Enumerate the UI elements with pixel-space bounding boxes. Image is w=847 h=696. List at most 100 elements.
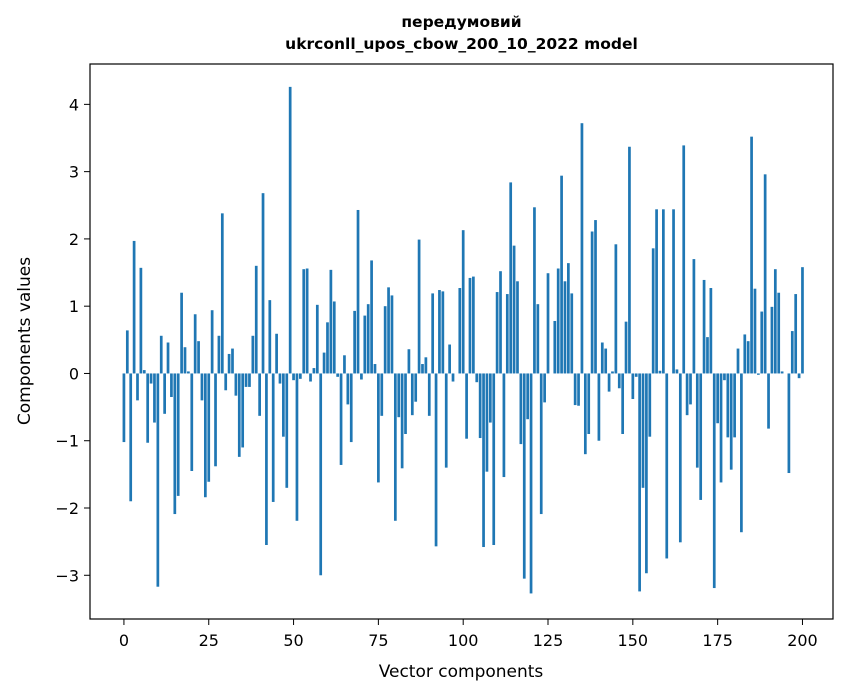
bar bbox=[129, 373, 133, 502]
bar bbox=[251, 335, 255, 374]
bar bbox=[312, 368, 316, 374]
bar bbox=[536, 304, 540, 374]
bar bbox=[773, 269, 777, 374]
bar bbox=[292, 373, 295, 381]
bar bbox=[125, 330, 129, 374]
bar bbox=[353, 310, 356, 374]
bar bbox=[438, 290, 441, 374]
bar bbox=[444, 373, 448, 468]
bar bbox=[421, 364, 424, 374]
bar bbox=[702, 279, 706, 374]
bar bbox=[560, 175, 563, 374]
bar bbox=[628, 146, 631, 374]
y-tick-label: 2 bbox=[69, 230, 79, 249]
bar bbox=[675, 369, 679, 374]
bar bbox=[176, 373, 180, 496]
bar bbox=[512, 245, 516, 374]
bar bbox=[434, 373, 438, 547]
bar bbox=[360, 373, 363, 380]
bar bbox=[322, 352, 326, 374]
bar bbox=[356, 209, 360, 374]
bar bbox=[234, 373, 238, 396]
bar bbox=[634, 373, 638, 377]
bar bbox=[136, 373, 139, 401]
chart-title-line-1: передумовий bbox=[401, 13, 522, 31]
bar bbox=[295, 373, 299, 521]
bar bbox=[665, 373, 669, 559]
bar bbox=[600, 342, 604, 374]
bar bbox=[153, 373, 156, 423]
bar bbox=[363, 315, 367, 374]
bar bbox=[692, 259, 696, 374]
bar bbox=[729, 373, 733, 470]
bar bbox=[614, 244, 618, 374]
bar bbox=[237, 373, 241, 457]
bar bbox=[617, 373, 621, 389]
bar bbox=[624, 321, 628, 374]
bar bbox=[723, 373, 726, 381]
bar bbox=[509, 182, 513, 374]
bar bbox=[268, 300, 272, 374]
bar bbox=[553, 320, 557, 374]
bar bbox=[302, 269, 306, 374]
bar bbox=[424, 357, 428, 374]
bar bbox=[285, 373, 289, 488]
bar bbox=[621, 373, 625, 434]
y-tick-label: 1 bbox=[69, 297, 79, 316]
bar bbox=[159, 335, 163, 374]
bar bbox=[746, 341, 750, 374]
bar bbox=[427, 373, 431, 416]
bar bbox=[298, 373, 302, 379]
bar bbox=[271, 373, 275, 502]
bar bbox=[370, 260, 373, 374]
bar bbox=[343, 355, 346, 374]
bar bbox=[387, 287, 390, 374]
bar bbox=[709, 288, 713, 374]
x-tick-label: 150 bbox=[618, 631, 649, 650]
bars-layer bbox=[122, 86, 804, 594]
bar bbox=[278, 373, 282, 384]
bar bbox=[583, 373, 587, 455]
bar bbox=[611, 371, 614, 374]
bar bbox=[689, 373, 692, 405]
bar bbox=[431, 293, 435, 374]
bar bbox=[519, 373, 523, 445]
bar bbox=[706, 337, 709, 374]
bar bbox=[488, 373, 492, 423]
y-tick-label: 0 bbox=[69, 364, 79, 383]
bar bbox=[326, 322, 329, 374]
bar bbox=[522, 373, 526, 579]
bar bbox=[465, 373, 468, 439]
bar bbox=[329, 269, 333, 374]
bar bbox=[227, 353, 231, 374]
bar bbox=[648, 373, 652, 437]
bar bbox=[349, 373, 353, 443]
bar bbox=[594, 220, 597, 374]
bar bbox=[543, 373, 546, 403]
bar bbox=[587, 373, 591, 434]
x-tick-label: 125 bbox=[533, 631, 564, 650]
x-tick-label: 0 bbox=[119, 631, 129, 650]
bar bbox=[570, 293, 574, 374]
bar bbox=[390, 295, 394, 374]
bar bbox=[122, 373, 126, 443]
bar bbox=[499, 271, 502, 374]
bar bbox=[451, 373, 455, 382]
bar bbox=[400, 373, 404, 469]
bar bbox=[750, 136, 753, 374]
bar bbox=[780, 371, 784, 374]
bar bbox=[472, 276, 475, 374]
bar bbox=[187, 371, 190, 374]
bar bbox=[641, 373, 645, 488]
bar bbox=[682, 145, 686, 374]
bar bbox=[170, 373, 173, 397]
bar bbox=[740, 373, 743, 533]
bar bbox=[183, 347, 187, 374]
bar bbox=[149, 373, 153, 384]
bar bbox=[743, 334, 747, 374]
bar bbox=[373, 364, 377, 374]
y-tick-label: −1 bbox=[55, 432, 79, 451]
bar bbox=[546, 273, 550, 374]
bar bbox=[516, 281, 519, 374]
bar bbox=[529, 373, 533, 594]
